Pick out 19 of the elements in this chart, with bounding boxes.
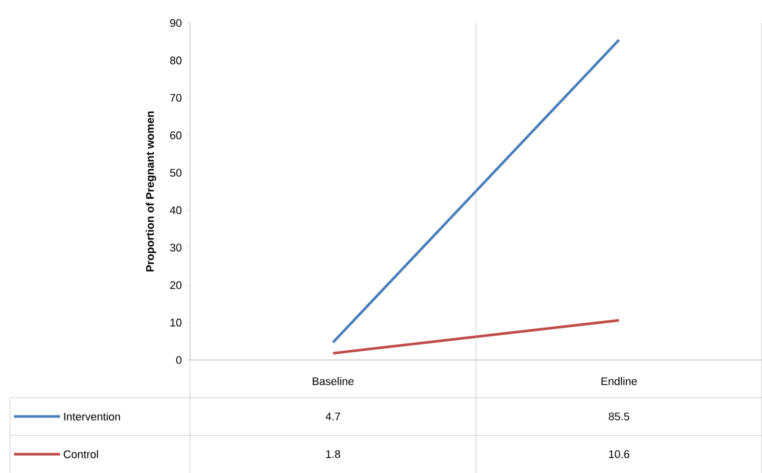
y-tick-label: 20 (170, 281, 182, 289)
y-axis-title: Proportion of Pregnant women (146, 112, 156, 272)
y-tick-label: 50 (170, 168, 182, 177)
legend-label: Control (64, 450, 98, 458)
y-tick-label: 70 (170, 94, 182, 102)
y-tick-label: 80 (170, 56, 182, 64)
x-tick-label: Endline (602, 377, 637, 386)
data-label: 10.6 (609, 450, 630, 458)
y-tick-label: 0 (176, 356, 182, 364)
y-tick-label: 90 (170, 19, 182, 27)
data-label: 85.5 (608, 412, 630, 420)
y-tick-label: 60 (170, 131, 182, 140)
x-tick-label: Baseline (312, 377, 354, 386)
y-tick-label: 40 (170, 206, 182, 214)
y-tick-label: 30 (170, 244, 182, 252)
legend-label: Intervention (64, 412, 120, 421)
y-tick-label: 10 (170, 318, 182, 326)
data-label: 1.8 (326, 450, 340, 458)
data-label: 4.7 (326, 412, 340, 420)
